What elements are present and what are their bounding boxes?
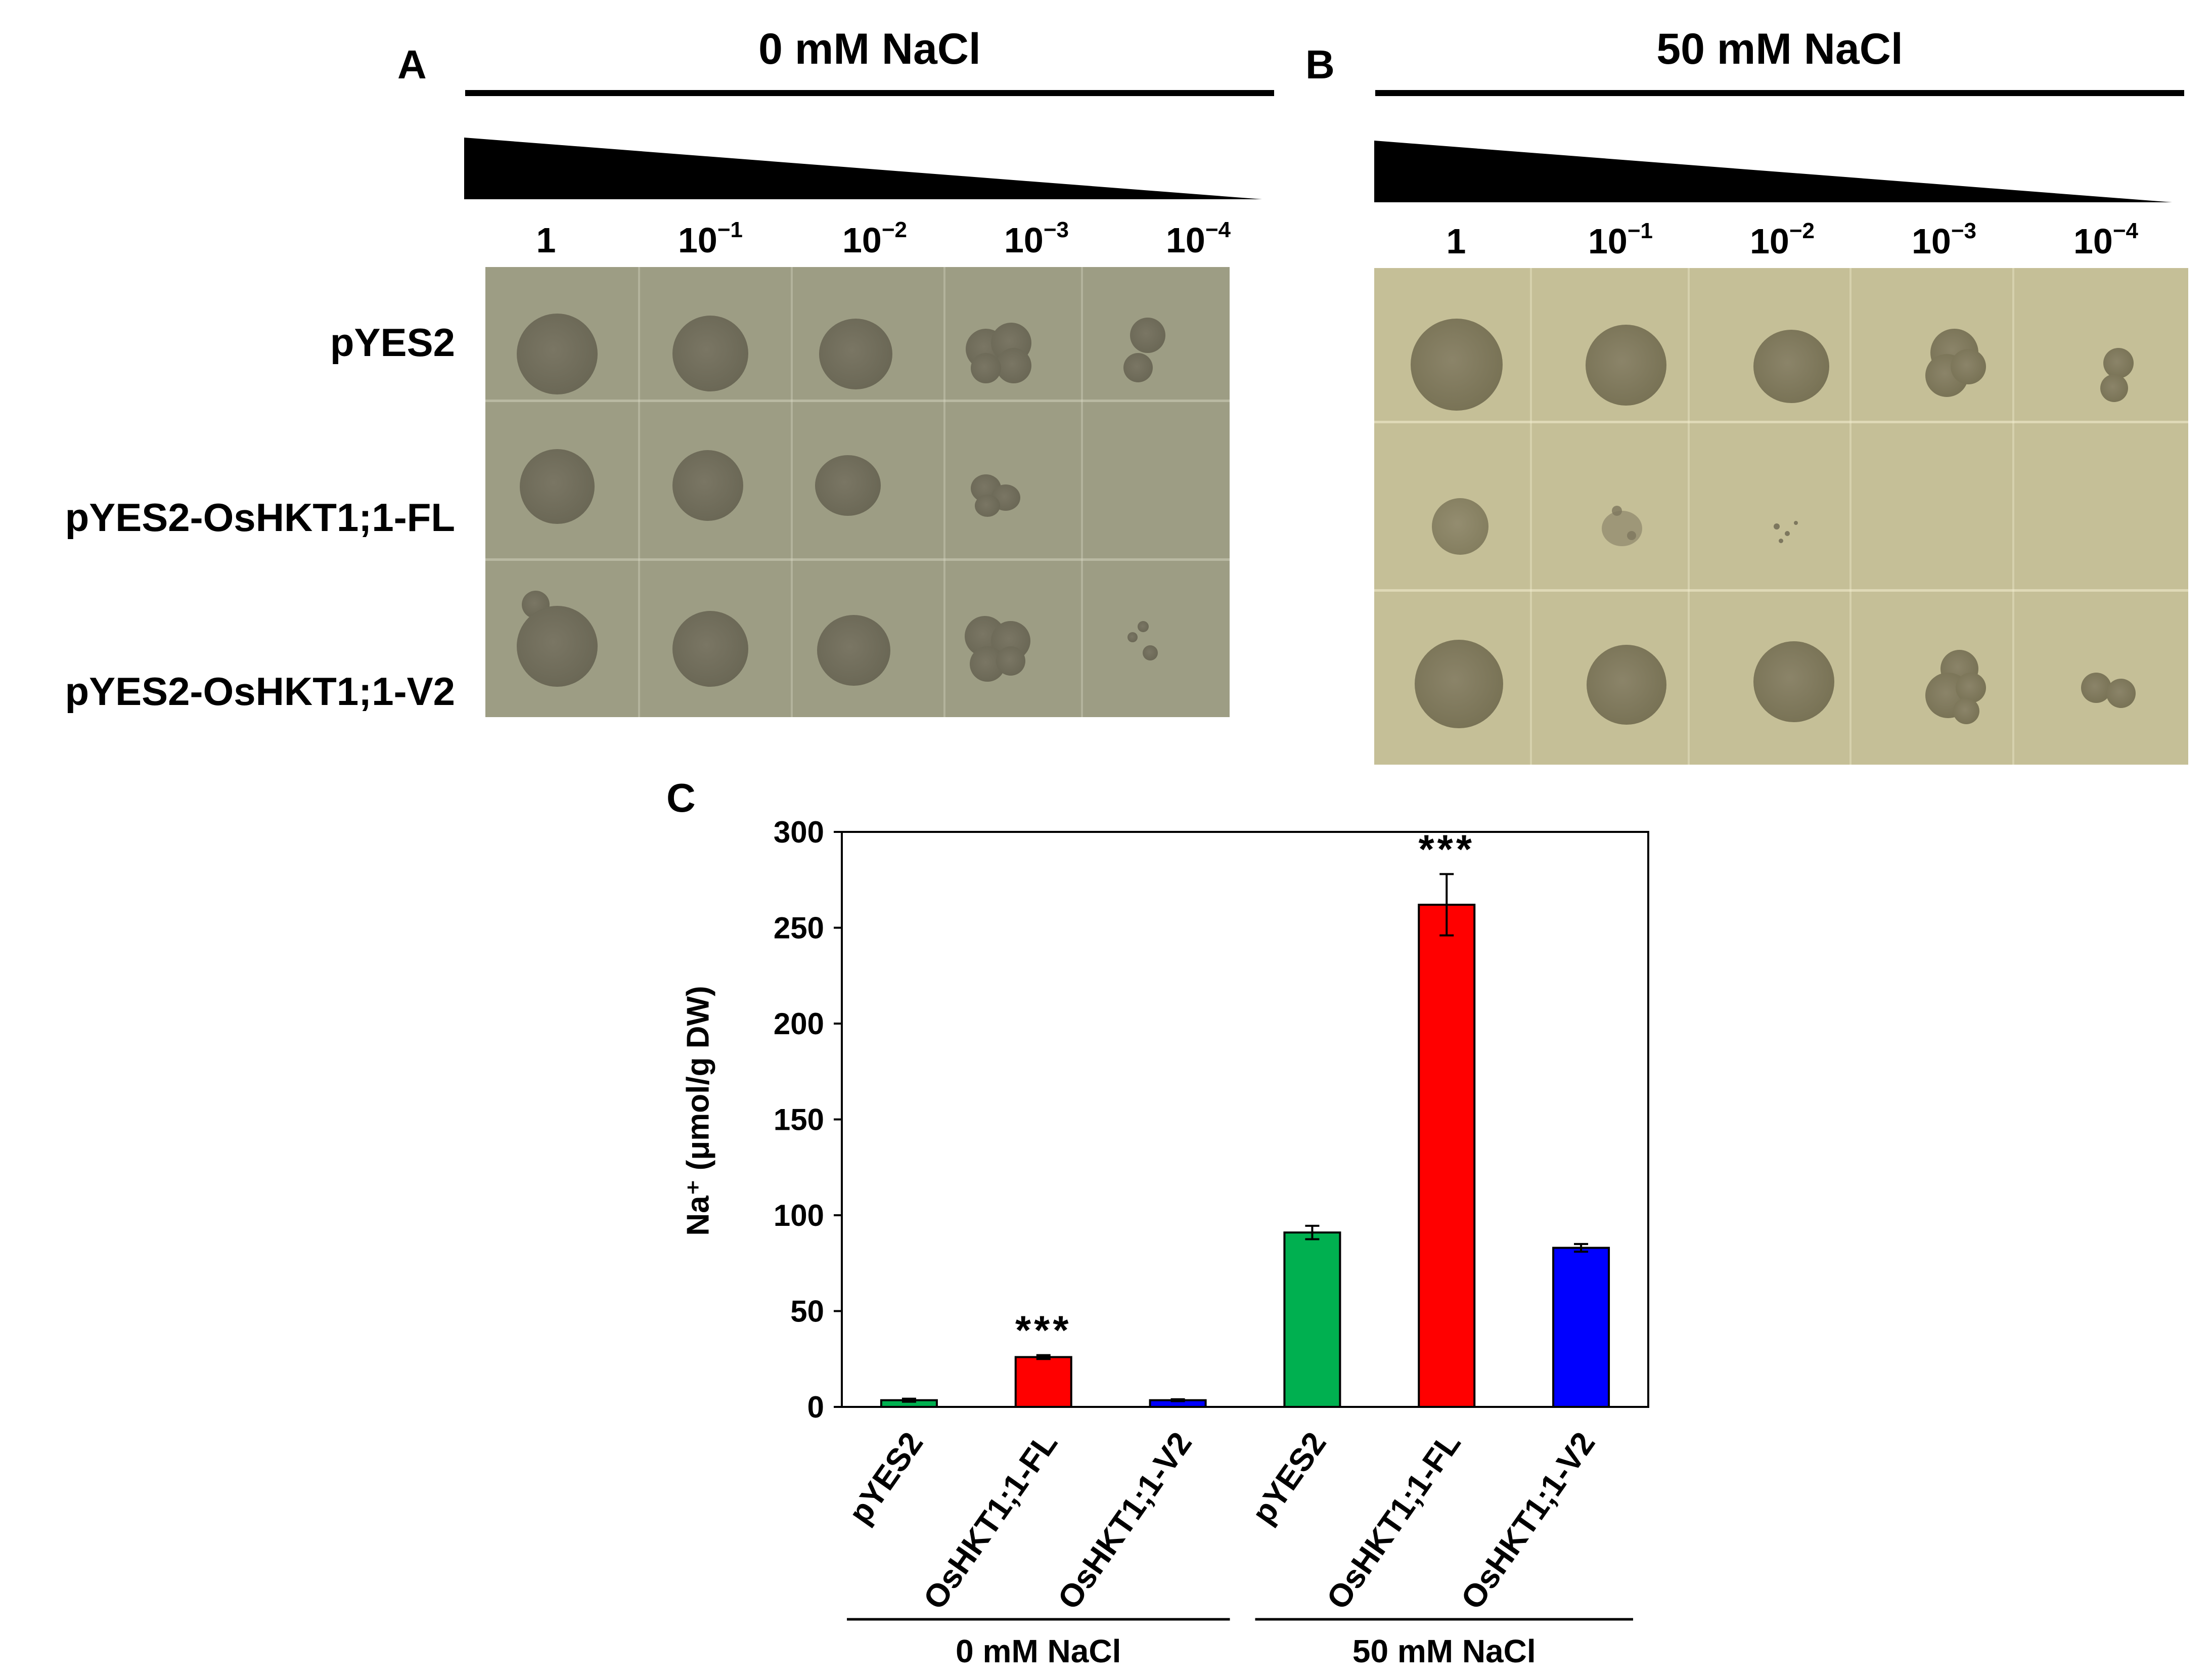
panel-b-dilution-label: 10−3 [1911, 218, 1977, 261]
panel-c-letter: C [666, 775, 696, 820]
panel-a-plate-photo [485, 267, 1230, 717]
colony [1138, 621, 1149, 632]
panel-a-row-label-pyes2: pYES2 [330, 320, 455, 365]
panel-b-dilution-label: 10−2 [1749, 218, 1815, 261]
colony [672, 450, 743, 521]
panel-b-dilution-label: 10−4 [2073, 218, 2139, 261]
y-tick-label: 200 [774, 1007, 824, 1041]
colony [996, 348, 1031, 383]
panel-a-dilution-wedge [464, 138, 1262, 199]
colony [2100, 374, 2128, 402]
colony [1956, 673, 1986, 703]
y-tick-label: 0 [807, 1390, 824, 1424]
x-category-label: pYES2 [1245, 1426, 1333, 1530]
colony [672, 611, 748, 687]
colony [1587, 645, 1666, 725]
panel-b-title-underline [1375, 90, 2184, 96]
y-tick-label: 100 [774, 1199, 824, 1232]
colony [1123, 353, 1153, 382]
colony [1432, 498, 1488, 555]
panel-a-condition-title: 0 mM NaCl [758, 25, 981, 73]
panel-a-dilution-label: 10−3 [1004, 217, 1069, 260]
y-tick-label: 250 [774, 911, 824, 945]
colony [975, 495, 1000, 517]
colony [1130, 318, 1165, 353]
panel-b-dilution-wedge [1374, 141, 2172, 202]
colony [520, 449, 595, 524]
x-category-label: OsHKT1;1-FL [1319, 1426, 1468, 1616]
panel-b-dilution-label: 1 [1446, 222, 1466, 261]
colony [996, 646, 1025, 676]
x-category-label: OsHKT1;1-V2 [1050, 1426, 1199, 1616]
y-tick-label: 300 [774, 815, 824, 849]
panel-a-dilution-label: 10−4 [1165, 217, 1231, 260]
panel-a-dilution-label: 10−1 [678, 217, 743, 260]
colony [2081, 673, 2111, 703]
colony [2103, 348, 2134, 378]
panel-a-dilution-label: 1 [536, 220, 556, 260]
panel-a-letter: A [397, 42, 427, 87]
x-category-label: OsHKT1;1-FL [916, 1426, 1065, 1616]
colony [819, 319, 892, 389]
colony [1411, 319, 1503, 411]
colony [1586, 325, 1666, 406]
colony [1953, 698, 1979, 724]
colony [517, 606, 598, 687]
colony [1951, 349, 1986, 384]
x-category-label: pYES2 [841, 1426, 930, 1530]
panel-b-condition-title: 50 mM NaCl [1656, 25, 1903, 73]
plot-frame [841, 831, 1649, 1408]
y-tick-label: 150 [774, 1103, 824, 1137]
bar [1014, 1356, 1072, 1408]
bar [1552, 1247, 1610, 1408]
colony [1143, 645, 1158, 660]
colony [971, 353, 1001, 383]
group-label: 50 mM NaCl [1352, 1633, 1536, 1669]
panel-b-letter: B [1305, 42, 1335, 87]
x-category-label: OsHKT1;1-V2 [1454, 1426, 1602, 1616]
panel-b-plate-photo [1374, 268, 2188, 765]
colony [817, 615, 890, 686]
group-label: 0 mM NaCl [956, 1633, 1121, 1669]
colony [1753, 330, 1829, 403]
panel-a-row-label-v2: pYES2-OsHKT1;1-V2 [65, 669, 455, 714]
colony [2106, 679, 2136, 708]
colony [517, 314, 598, 394]
colony [1753, 641, 1834, 722]
panel-a-title-underline [465, 90, 1274, 96]
panel-a-dilution-label: 10−2 [842, 217, 908, 260]
bar [1283, 1231, 1341, 1408]
colony [1415, 640, 1503, 728]
panel-b-dilution-label: 10−1 [1588, 218, 1653, 261]
bar [1418, 904, 1476, 1408]
colony [815, 455, 881, 516]
colony [672, 316, 748, 391]
significance-stars: *** [1015, 1308, 1071, 1353]
significance-stars: *** [1419, 826, 1475, 871]
colony [1127, 632, 1138, 642]
panel-a-row-label-fl: pYES2-OsHKT1;1-FL [65, 495, 455, 540]
y-tick-label: 50 [790, 1295, 824, 1329]
